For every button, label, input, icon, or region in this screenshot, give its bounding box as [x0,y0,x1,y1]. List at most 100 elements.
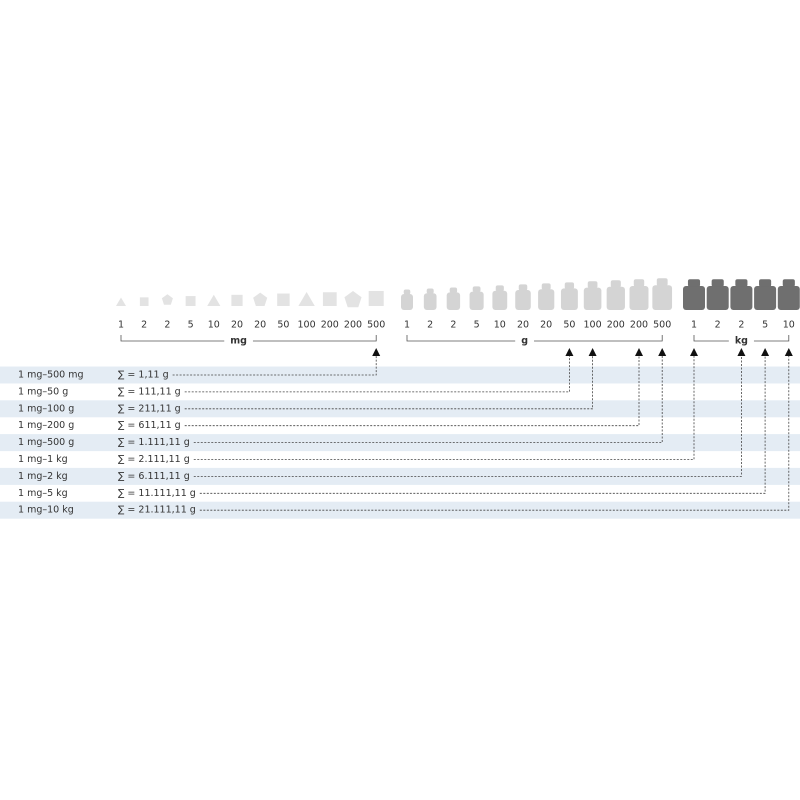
weight-knob [426,288,434,294]
weight-body [515,290,531,310]
weight-label: 20 [231,320,243,331]
arrow-head [784,348,793,356]
sum-label: ∑ = 2.111,11 g [118,454,190,465]
arrow-head [761,348,770,356]
row-band [0,434,800,452]
mg-weight-icon [344,291,362,308]
dashed-connector [172,356,377,376]
sum-label: ∑ = 211,11 g [118,403,181,414]
weight-label: 2 [450,320,456,331]
weight-body [652,285,673,310]
dashed-connector [193,356,742,477]
weight-body [469,291,484,310]
weight-body [583,287,602,310]
mg-weight-icon [116,297,126,306]
weight-label: 2 [715,320,721,331]
unit-label: mg [230,336,247,347]
weight-label: 2 [141,320,147,331]
weight-knob [782,279,795,287]
row-band [0,366,800,384]
mg-weight-icon [161,294,173,305]
bracket [693,335,790,342]
weight-body [423,293,437,310]
weight-body [492,290,508,310]
weight-knob [687,279,701,287]
weight-label: 10 [783,320,795,331]
range-label: 1 mg–1 kg [18,454,68,465]
arrow-head [565,348,574,356]
weight-knob [541,283,551,290]
weight-knob [656,278,668,286]
mg-weight-icon [322,292,337,306]
dashed-connector [199,356,790,511]
sum-label: ∑ = 1.111,11 g [118,437,190,448]
weight-label: 2 [738,320,744,331]
weight-label: 50 [563,320,575,331]
weight-label: 500 [653,320,671,331]
dashed-connector [184,356,593,410]
row-band [0,467,800,485]
mg-weight-icon [231,294,243,306]
mg-weight-icon [277,293,290,306]
weight-label: 200 [607,320,625,331]
weight-knob [587,281,598,289]
sum-label: ∑ = 111,11 g [118,386,181,397]
range-label: 1 mg–200 g [18,420,74,431]
weight-knob [564,282,575,290]
weight-knob [403,289,411,295]
sum-label: ∑ = 6.111,11 g [118,471,190,482]
weight-body [629,286,649,310]
arrow-head [635,348,643,356]
dashed-connector [199,356,766,494]
mg-weight-icon [139,297,149,306]
unit-label: g [521,336,528,347]
range-label: 1 mg–50 g [18,386,68,397]
arrow-head [372,348,381,356]
weight-knob [495,285,504,292]
range-label: 1 mg–10 kg [18,505,74,516]
weight-label: 1 [404,320,410,331]
weight-knob [759,279,772,287]
weight-body [706,286,729,310]
weight-label: 200 [630,320,648,331]
weight-label: 2 [427,320,433,331]
dashed-connector [184,356,640,427]
weight-body [538,289,555,310]
weight-knob [449,287,458,293]
sum-label: ∑ = 1,11 g [118,370,169,381]
weight-label: 5 [474,320,480,331]
mg-weight-icon [298,292,315,306]
weight-knob [633,279,645,287]
weight-label: 20 [254,320,266,331]
range-label: 1 mg–5 kg [18,488,68,499]
range-label: 1 mg–2 kg [18,471,68,482]
weight-knob [472,286,481,293]
weight-body [606,286,625,310]
mg-weight-icon [207,294,221,306]
weight-label: 100 [298,320,316,331]
weight-label: 5 [762,320,768,331]
weight-label: 50 [277,320,289,331]
bracket [120,335,377,342]
weight-label: 1 [118,320,124,331]
weight-knob [735,279,748,287]
weight-body [446,292,461,310]
weight-label: 200 [321,320,339,331]
weight-body [730,286,753,310]
mg-weight-icon [253,292,268,306]
weight-body [401,294,413,310]
arrow-head [737,348,746,356]
arrow-head [588,348,597,356]
sum-label: ∑ = 21.111,11 g [118,505,196,516]
sum-label: ∑ = 11.111,11 g [118,488,196,499]
bracket [406,335,663,342]
weight-label: 20 [540,320,552,331]
mg-weight-icon [368,290,384,306]
range-label: 1 mg–100 g [18,403,74,414]
arrow-head [658,348,667,356]
dashed-connector [193,356,663,443]
weight-body [683,286,705,310]
weight-knob [610,280,621,288]
weight-knob [518,284,528,291]
mg-weight-icon [185,296,196,306]
